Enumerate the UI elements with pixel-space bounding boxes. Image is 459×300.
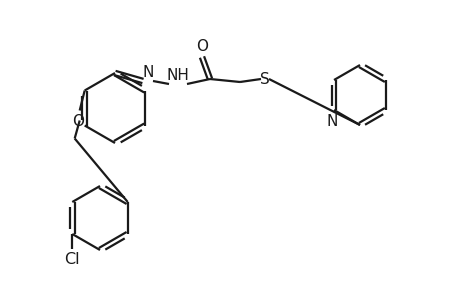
Text: O: O xyxy=(196,39,207,54)
Text: N: N xyxy=(142,65,153,80)
Text: NH: NH xyxy=(166,68,189,83)
Text: S: S xyxy=(259,71,269,86)
Text: O: O xyxy=(72,113,84,128)
Text: N: N xyxy=(325,114,337,129)
Text: Cl: Cl xyxy=(64,252,80,267)
